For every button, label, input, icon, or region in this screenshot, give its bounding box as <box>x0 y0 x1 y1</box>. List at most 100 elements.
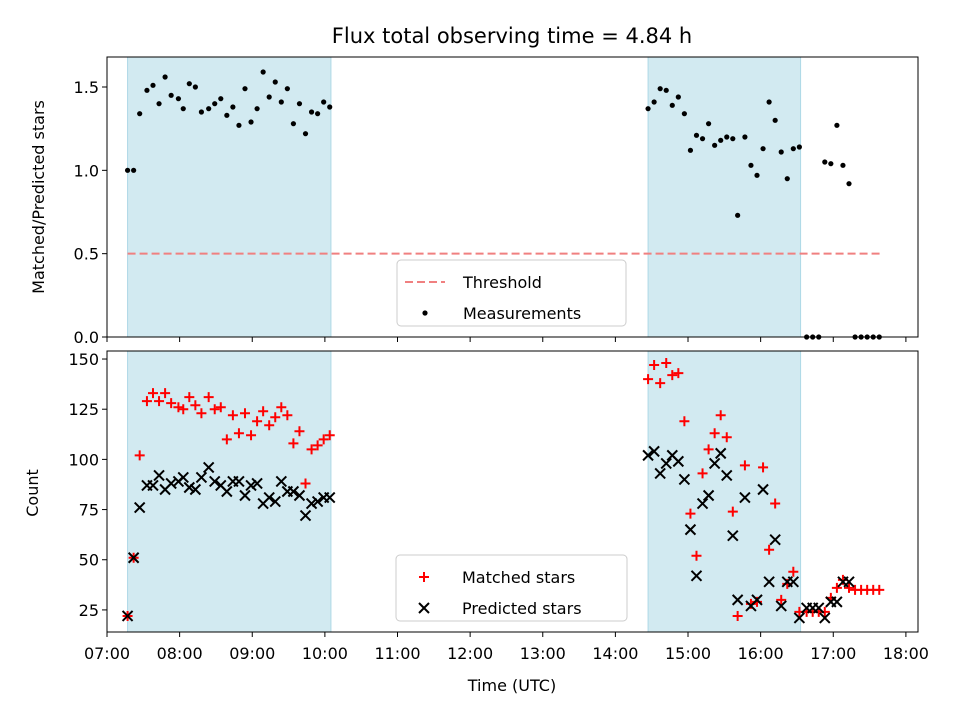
matched-star-point <box>643 374 654 385</box>
predicted-star-point <box>311 495 324 508</box>
measurement-point <box>742 134 748 140</box>
measurement-point <box>284 86 290 92</box>
y-tick-label: 0.5 <box>74 245 99 264</box>
predicted-star-point <box>642 449 654 462</box>
matched-star-point <box>715 410 726 421</box>
measurement-point <box>254 106 260 112</box>
measurement-point <box>192 84 198 90</box>
measurement-point <box>278 99 284 105</box>
predicted-star-point <box>324 491 336 504</box>
matched-star-point <box>727 506 738 517</box>
matched-star-point <box>697 468 708 479</box>
predicted-star-point <box>287 485 300 498</box>
matched-star-point <box>874 584 885 595</box>
measurement-point <box>206 106 212 112</box>
legend-matched-swatch <box>419 572 429 582</box>
matched-star-point <box>270 412 281 423</box>
measurement-point <box>260 69 266 75</box>
predicted-star-point <box>769 533 781 546</box>
predicted-star-point <box>263 491 275 504</box>
measurement-point <box>772 117 778 123</box>
measurement-point <box>162 74 168 80</box>
matched-star-point <box>788 566 799 577</box>
measurement-point <box>657 86 663 92</box>
matched-star-point <box>294 426 305 437</box>
matched-star-point <box>282 410 293 421</box>
predicted-star-point <box>233 475 245 488</box>
matched-star-point <box>318 434 329 445</box>
measurement-point <box>150 82 156 88</box>
predicted-star-point <box>813 602 825 614</box>
predicted-star-point <box>202 461 215 474</box>
observing-window-band <box>127 350 332 633</box>
matched-star-point <box>252 416 263 427</box>
measurement-point <box>840 162 846 168</box>
measurement-point <box>168 92 174 98</box>
legend-measurement-swatch <box>422 310 428 316</box>
matched-star-point <box>173 402 184 413</box>
matched-star-point <box>166 398 177 409</box>
measurement-point <box>778 149 784 155</box>
y-tick-label: 1.0 <box>74 161 99 180</box>
predicted-star-point <box>275 475 288 488</box>
measurement-point <box>242 86 248 92</box>
measurement-point <box>186 81 192 87</box>
matched-star-point <box>709 428 720 439</box>
predicted-star-point <box>648 445 660 458</box>
matched-star-point <box>276 402 287 413</box>
x-tick-label: 13:00 <box>520 644 566 663</box>
matched-star-point <box>776 594 787 605</box>
measurement-point <box>218 96 224 102</box>
matched-star-point <box>732 610 743 621</box>
matched-star-point <box>141 396 152 407</box>
matched-star-point <box>685 508 696 519</box>
matched-star-point <box>844 582 855 593</box>
predicted-star-point <box>209 475 221 488</box>
measurement-point <box>712 142 718 148</box>
predicted-star-point <box>684 523 697 536</box>
measurement-point <box>760 146 766 152</box>
matched-star-point <box>703 444 714 455</box>
x-tick-label: 12:00 <box>447 644 493 663</box>
predicted-star-point <box>731 594 744 606</box>
legend-label: Predicted stars <box>462 599 582 618</box>
measurement-point <box>735 212 741 218</box>
y-tick-label: 125 <box>68 400 99 419</box>
measurement-point <box>198 109 205 115</box>
measurement-point <box>724 134 730 140</box>
measurement-point <box>846 181 852 187</box>
x-tick-label: 07:00 <box>84 644 130 663</box>
matched-star-point <box>227 410 238 421</box>
bottom-y-axis-label: Count <box>23 469 42 517</box>
predicted-star-point <box>696 497 709 510</box>
measurement-point <box>718 137 724 143</box>
predicted-star-point <box>293 489 306 502</box>
predicted-star-point <box>239 489 251 502</box>
measurement-point <box>705 121 712 127</box>
predicted-star-point <box>269 495 281 508</box>
y-tick-label: 1.5 <box>74 78 99 97</box>
plot-frame <box>106 56 919 338</box>
legend-label: Threshold <box>462 273 542 292</box>
y-tick-label: 75 <box>79 501 99 520</box>
matched-star-point <box>134 450 145 461</box>
x-tick-label: 16:00 <box>738 644 784 663</box>
x-tick-label: 17:00 <box>810 644 856 663</box>
measurement-point <box>180 106 186 112</box>
x-tick-label: 11:00 <box>374 644 420 663</box>
measurement-point <box>175 96 182 102</box>
matched-star-point <box>649 360 660 371</box>
matched-star-point <box>221 434 232 445</box>
matched-star-point <box>288 438 299 449</box>
predicted-star-point <box>843 576 855 588</box>
x-tick-label: 18:00 <box>883 644 929 663</box>
matched-star-point <box>655 378 666 389</box>
predicted-star-point <box>660 457 672 470</box>
measurement-point <box>681 111 687 117</box>
matched-star-point <box>264 420 275 431</box>
matched-star-point <box>770 498 781 509</box>
measurement-point <box>137 111 143 117</box>
predicted-star-point <box>251 477 263 490</box>
measurement-point <box>663 87 669 93</box>
observing-window-band <box>647 350 802 633</box>
